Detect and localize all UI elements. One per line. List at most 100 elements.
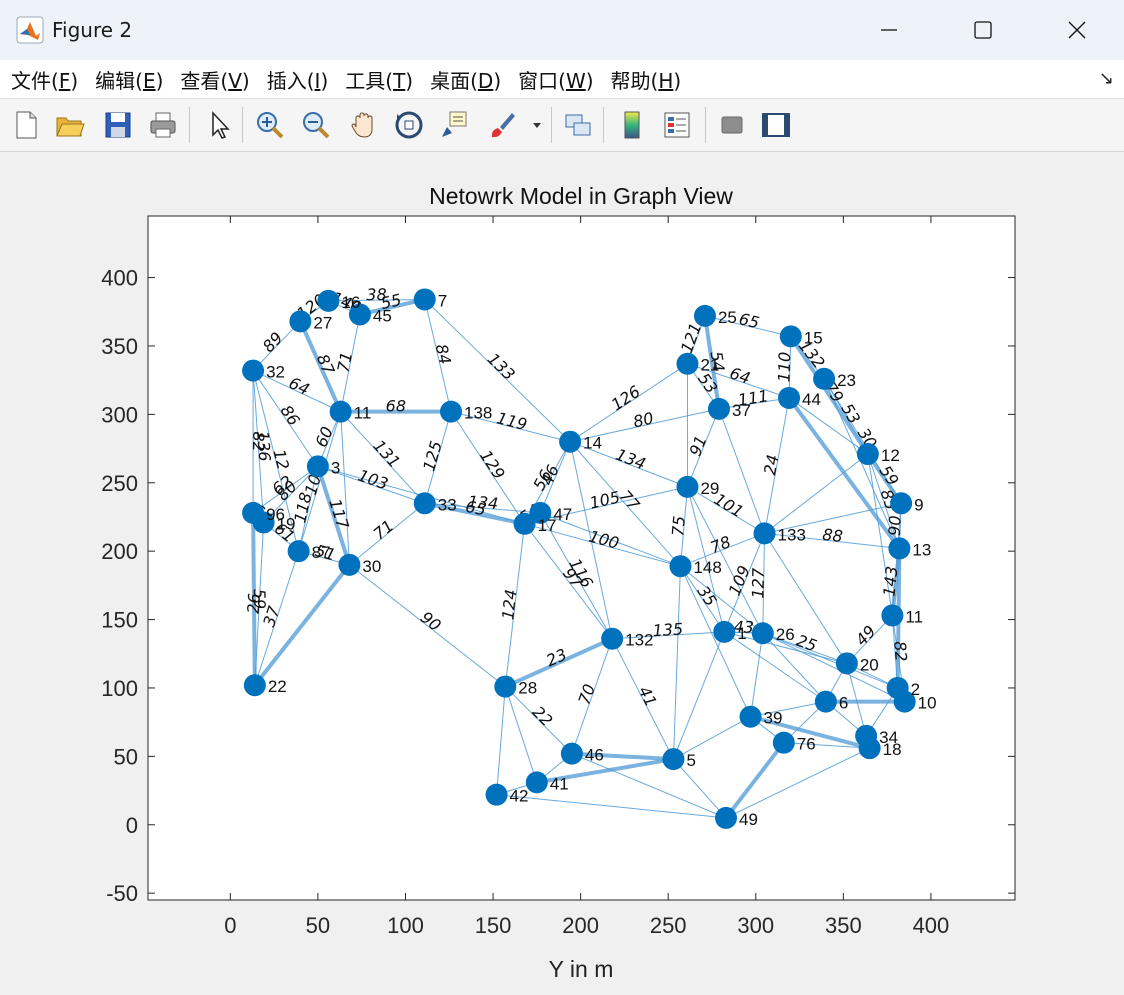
menu-insert[interactable]: 插入(I) [266, 68, 329, 93]
edge-weight-label: 55 [379, 290, 403, 313]
graph-node[interactable] [751, 622, 774, 645]
graph-node[interactable] [888, 537, 911, 560]
menu-help[interactable]: 帮助(H) [610, 68, 682, 93]
figure-toolbar [0, 99, 1124, 152]
graph-node[interactable] [289, 310, 312, 333]
graph-node[interactable] [242, 359, 265, 382]
graph-node[interactable] [835, 652, 858, 675]
graph-node[interactable] [669, 555, 692, 578]
graph-node[interactable] [707, 397, 730, 420]
graph-edge [673, 716, 751, 760]
graph-node[interactable] [813, 367, 836, 390]
graph-node[interactable] [676, 352, 699, 375]
data-cursor-icon[interactable] [438, 109, 470, 141]
graph-node[interactable] [513, 512, 536, 535]
graph-node[interactable] [858, 737, 881, 760]
menu-edit[interactable]: 编辑(E) [95, 68, 164, 93]
graph-node[interactable] [440, 400, 463, 423]
select-arrow-icon[interactable] [204, 109, 236, 141]
menu-desktop[interactable]: 桌面(D) [430, 68, 502, 93]
show-plot-tools-icon[interactable] [760, 109, 792, 141]
graph-node[interactable] [413, 492, 436, 515]
graph-node[interactable] [772, 731, 795, 754]
new-figure-icon[interactable] [10, 109, 42, 141]
node-label: 44 [802, 390, 821, 409]
graph-edge [359, 297, 426, 317]
graph-node[interactable] [252, 511, 275, 534]
zoom-in-icon[interactable] [254, 109, 286, 141]
graph-edge [750, 714, 871, 751]
node-label: 28 [518, 679, 537, 698]
colorbar-icon[interactable] [616, 109, 648, 141]
edge-weight-label: 51 [313, 541, 338, 565]
graph-node[interactable] [601, 627, 624, 650]
graph-node[interactable] [778, 386, 801, 409]
graph-node[interactable] [329, 400, 352, 423]
pan-hand-icon[interactable] [348, 109, 380, 141]
brush-dropdown-icon[interactable] [530, 109, 544, 141]
graph-node[interactable] [529, 501, 552, 524]
graph-node[interactable] [560, 742, 583, 765]
graph-node[interactable] [348, 303, 371, 326]
graph-edge [504, 686, 538, 783]
undock-arrow-icon[interactable]: ↘ [1098, 68, 1114, 89]
graph-node[interactable] [338, 553, 361, 576]
menu-tools[interactable]: 工具(T) [345, 68, 414, 93]
graph-edge [750, 701, 826, 718]
graph-edge [450, 411, 571, 443]
graph-node[interactable] [893, 690, 916, 713]
graph-node[interactable] [243, 674, 266, 697]
node-label: 23 [837, 371, 856, 390]
graph-node[interactable] [317, 289, 340, 312]
menu-file[interactable]: 文件(F) [11, 68, 79, 93]
zoom-out-icon[interactable] [300, 109, 332, 141]
graph-node[interactable] [814, 690, 837, 713]
graph-node[interactable] [676, 475, 699, 498]
graph-node[interactable] [287, 540, 310, 563]
graph-node[interactable] [525, 771, 548, 794]
graph-edge [424, 299, 571, 443]
save-icon[interactable] [102, 109, 134, 141]
x-tick-label: 400 [913, 913, 950, 938]
print-icon[interactable] [147, 109, 179, 141]
graph-edge [424, 411, 452, 504]
node-label: 11 [354, 404, 372, 423]
graph-node[interactable] [485, 783, 508, 806]
graph-node[interactable] [779, 325, 802, 348]
edge-weight-label: 26 [244, 593, 264, 614]
graph-node[interactable] [306, 455, 329, 478]
graph-edge [718, 397, 790, 410]
graph-node[interactable] [739, 705, 762, 728]
open-file-icon[interactable] [54, 109, 86, 141]
graph-node[interactable] [890, 492, 913, 515]
graph-node[interactable] [413, 288, 436, 311]
graph-node[interactable] [753, 522, 776, 545]
y-tick-label: 400 [101, 266, 138, 291]
graph-node[interactable] [713, 620, 736, 643]
graph-node[interactable] [856, 443, 879, 466]
graph-node[interactable] [881, 604, 904, 627]
graph-node[interactable] [494, 675, 517, 698]
close-button[interactable] [1030, 0, 1124, 60]
minimize-button[interactable] [842, 0, 936, 60]
graph-edge [504, 686, 573, 754]
graph-node[interactable] [662, 748, 685, 771]
link-plot-icon[interactable] [562, 109, 594, 141]
menu-view[interactable]: 查看(V) [180, 68, 250, 93]
edge-weight-label: 71 [334, 350, 357, 374]
maximize-button[interactable] [936, 0, 1030, 60]
graph-node[interactable] [715, 806, 737, 829]
x-tick-label: 150 [475, 913, 512, 938]
graph-node[interactable] [693, 304, 716, 327]
menu-window[interactable]: 窗口(W) [518, 68, 594, 93]
legend-icon[interactable] [661, 109, 693, 141]
graph-edge [539, 441, 571, 514]
window-controls [842, 0, 1124, 60]
brush-icon[interactable] [486, 109, 518, 141]
hide-plot-tools-icon[interactable] [716, 109, 748, 141]
graph-edge [569, 441, 688, 488]
rotate-3d-icon[interactable] [393, 109, 425, 141]
graph-node[interactable] [559, 430, 582, 453]
node-label: 2 [911, 680, 920, 699]
graph-plot[interactable]: 0 50 100 150 200 250 300 350 400 -50 0 50 100 150 200 2… [0, 152, 1124, 995]
